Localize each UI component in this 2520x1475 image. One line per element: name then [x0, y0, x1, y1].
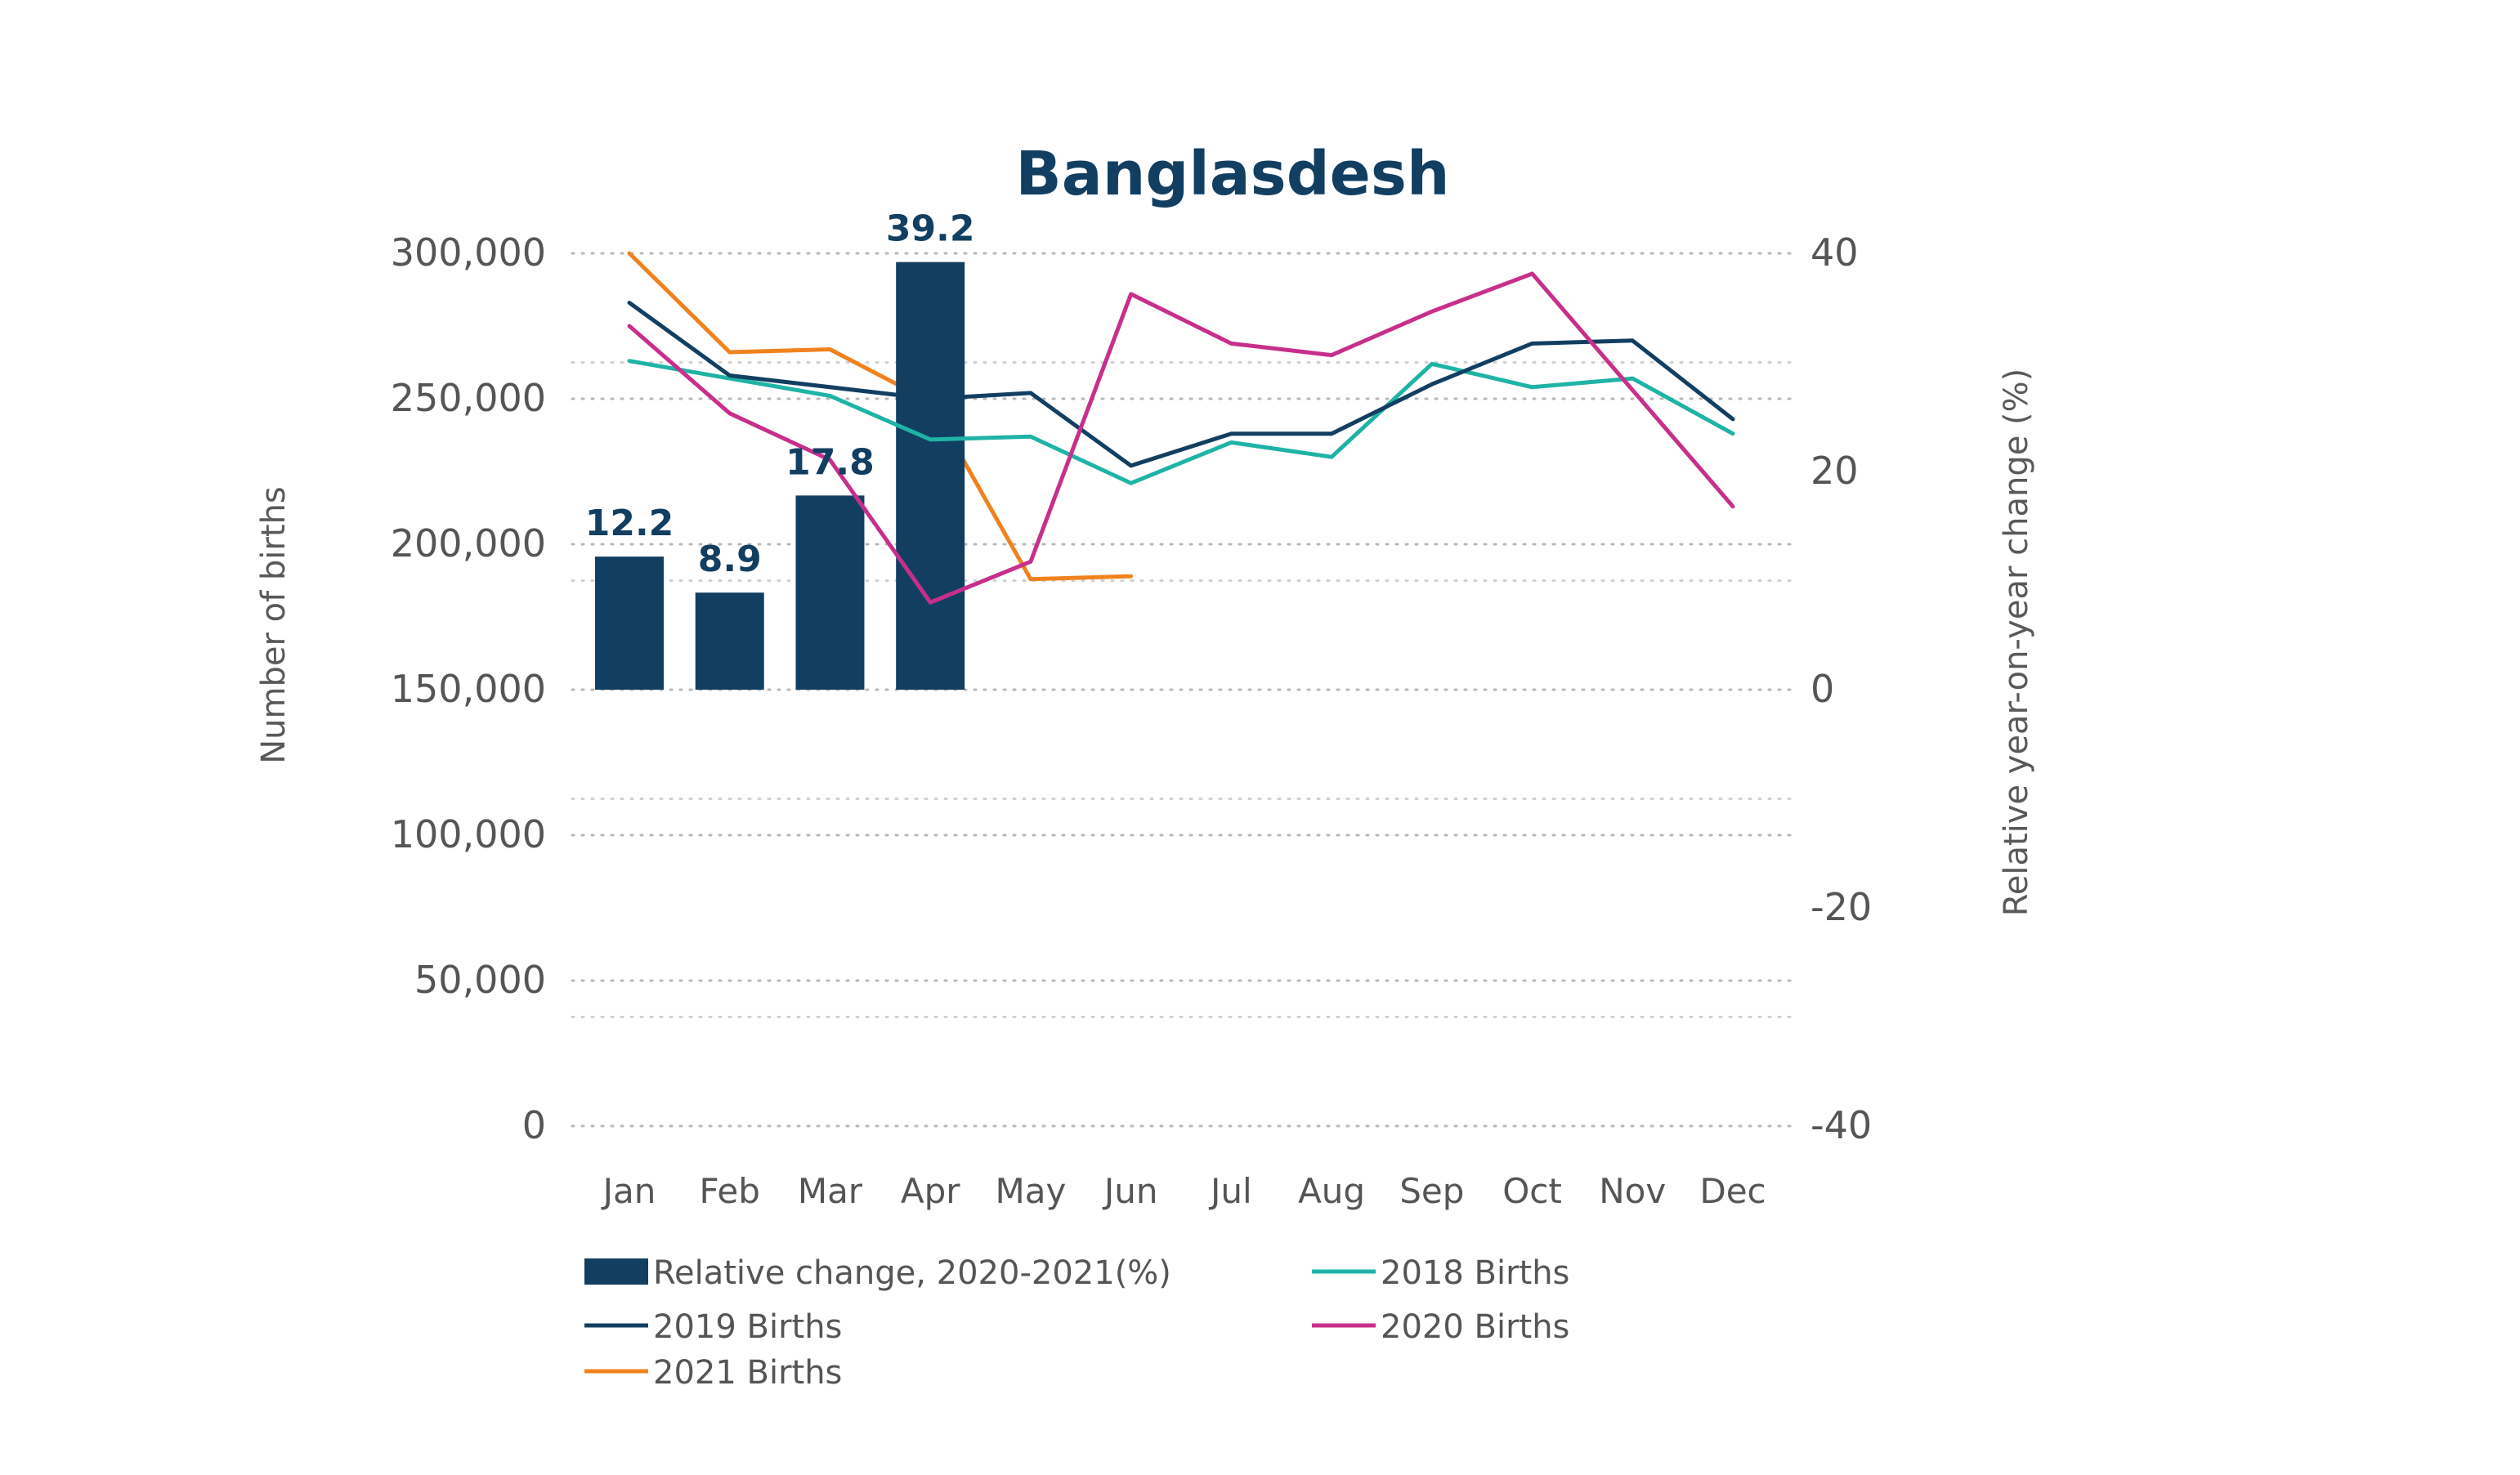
x-tick-label: Dec [1699, 1171, 1766, 1211]
bar [795, 495, 865, 690]
y2-tick-label: 0 [1811, 667, 1834, 711]
y-tick-label: 250,000 [391, 376, 546, 420]
chart-title: Banglasdesh [1015, 139, 1449, 209]
legend-label: 2018 Births [1381, 1254, 1569, 1292]
x-tick-label: Aug [1298, 1171, 1365, 1211]
x-tick-label: Oct [1502, 1171, 1562, 1211]
legend-label: 2020 Births [1381, 1308, 1569, 1346]
line-layer [627, 271, 1735, 605]
legend-swatch-bar [584, 1258, 648, 1285]
y-tick-label: 150,000 [391, 667, 546, 711]
y-tick-label: 50,000 [414, 958, 546, 1002]
axis-layer: 0 50,000 100,000 150,000 200,000 250,000 300,0… [391, 230, 1872, 1211]
bar-data-label: 8.9 [698, 539, 762, 580]
bar [595, 556, 664, 690]
legend-label: Relative change, 2020-2021(%) [653, 1254, 1171, 1292]
y-tick-label: 100,000 [391, 812, 546, 856]
y2-axis-title: Relative year-on-year change (%) [1998, 369, 2035, 917]
x-tick-label: Jun [1102, 1171, 1158, 1211]
bar-data-label: 12.2 [585, 503, 674, 544]
x-tick-label: Feb [700, 1171, 760, 1211]
x-tick-label: Jan [601, 1171, 656, 1211]
series-line [627, 359, 1735, 485]
x-tick-label: Jul [1208, 1171, 1252, 1211]
x-tick-label: Apr [901, 1171, 960, 1211]
x-tick-label: Mar [798, 1171, 863, 1211]
y2-tick-label: 20 [1811, 449, 1859, 493]
x-tick-label: Sep [1399, 1171, 1464, 1211]
y2-tick-label: 40 [1811, 230, 1859, 275]
bar [695, 592, 764, 690]
legend-label: 2019 Births [653, 1308, 842, 1346]
y-tick-label: 200,000 [391, 521, 546, 565]
bar-data-label: 39.2 [886, 208, 975, 250]
y-tick-label: 0 [522, 1103, 546, 1147]
series-line [627, 271, 1735, 605]
label-layer: 12.2 8.9 17.8 39.2 [585, 208, 975, 581]
x-tick-label: May [995, 1171, 1066, 1211]
bar-data-label: 17.8 [786, 441, 875, 483]
bar [896, 261, 965, 690]
legend-label: 2021 Births [653, 1354, 842, 1392]
x-tick-label: Nov [1599, 1171, 1666, 1211]
grid-layer [571, 252, 1796, 1128]
series-line [627, 301, 1735, 468]
series-line [627, 251, 1134, 582]
y-tick-label: 300,000 [391, 230, 546, 275]
y-axis-title: Number of births [255, 486, 293, 764]
y2-tick-label: -20 [1811, 885, 1872, 929]
bar-layer [595, 251, 1134, 690]
legend-layer: Relative change, 2020-2021(%) 2018 Births… [584, 1254, 1569, 1392]
y2-tick-label: -40 [1811, 1103, 1872, 1147]
